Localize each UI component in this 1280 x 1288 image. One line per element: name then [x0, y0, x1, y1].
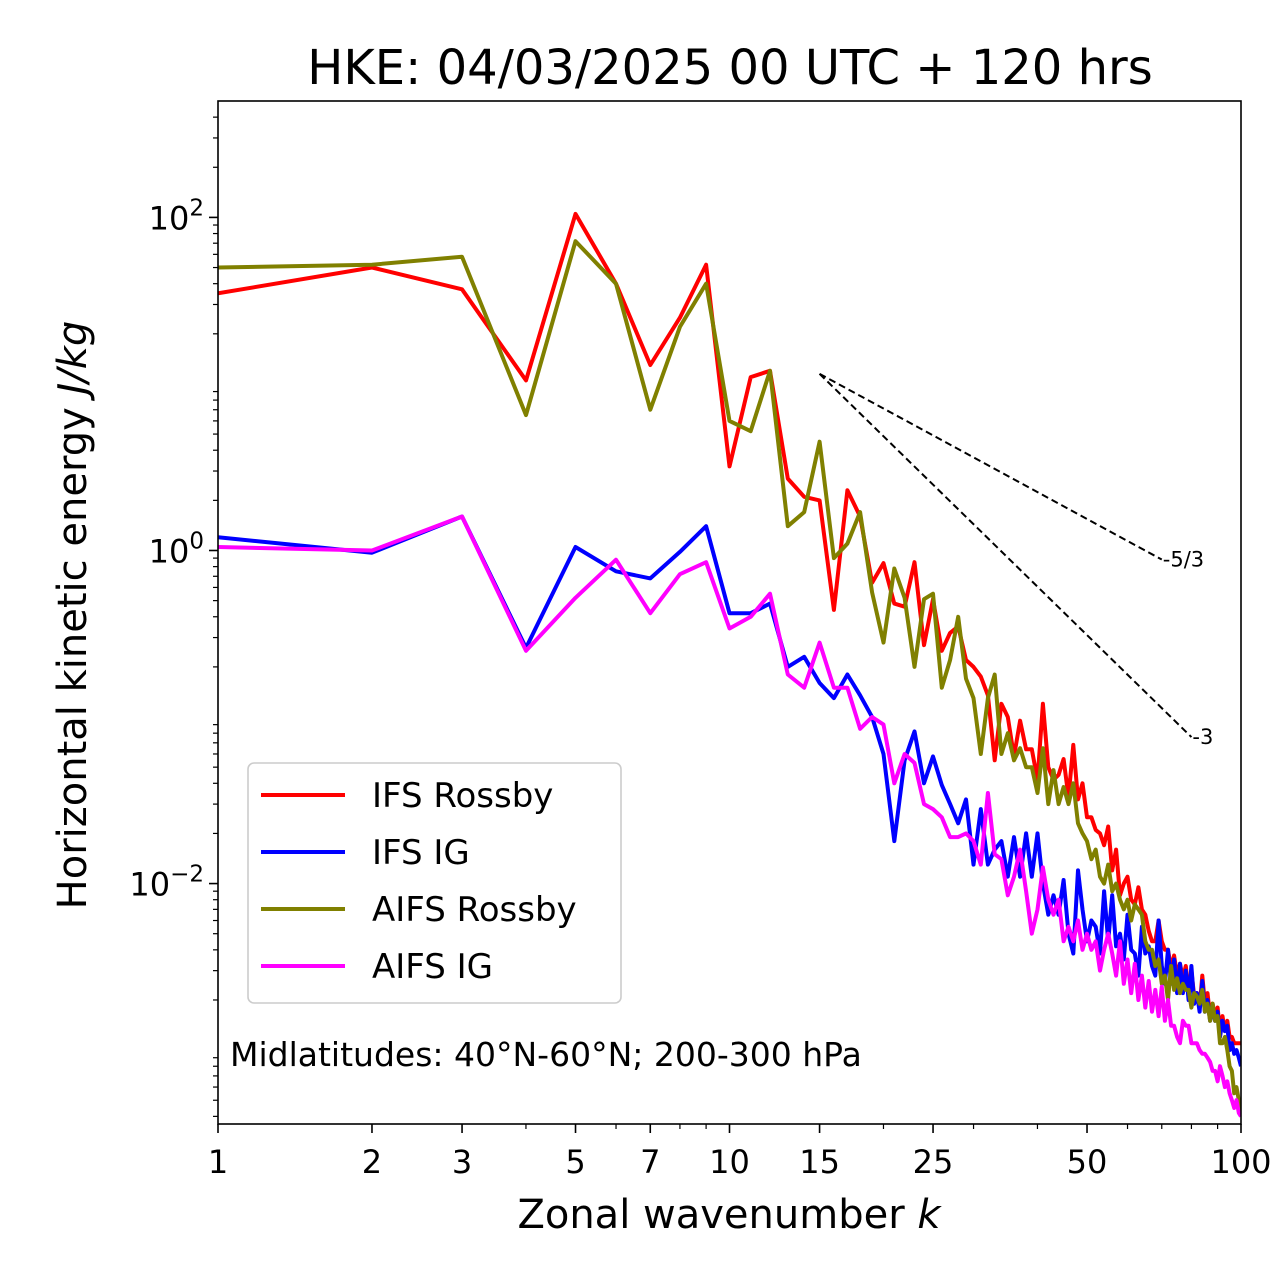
- x-tick-label: 7: [640, 1143, 660, 1181]
- legend-entries: IFS Rossby IFS IG AIFS Rossby AIFS IG: [261, 776, 577, 987]
- y-tick-label: 102: [149, 195, 204, 237]
- legend-box: [247, 762, 622, 1004]
- x-tick-label: 10: [709, 1143, 750, 1181]
- legend-label: AIFS Rossby: [372, 890, 577, 930]
- x-tick-label: 25: [913, 1143, 954, 1181]
- x-tick-label: 3: [452, 1143, 472, 1181]
- x-tick-label: 15: [799, 1143, 840, 1181]
- x-tick-label: 100: [1210, 1143, 1271, 1181]
- legend-label: IFS Rossby: [372, 776, 553, 816]
- y-axis-label-text: Horizontal kinetic energy: [50, 407, 96, 909]
- x-axis-label-text: Zonal wavenumber: [517, 1192, 905, 1238]
- y-axis-label-unit: J/kg: [50, 321, 96, 402]
- series-line-aifs-ig: [218, 514, 1241, 1118]
- x-tick-label: 50: [1067, 1143, 1108, 1181]
- region-annotation: Midlatitudes: 40°N-60°N; 200-300 hPa: [230, 1035, 862, 1074]
- x-tick-label: 1: [208, 1143, 228, 1181]
- series-line-aifs-rossby: [218, 239, 1241, 1117]
- y-minor-ticks: [213, 116, 218, 1117]
- y-tick-label: 100: [149, 528, 204, 570]
- legend-label: IFS IG: [372, 833, 470, 873]
- reference-line-label: -5/3: [1163, 548, 1204, 572]
- chart-title: HKE: 04/03/2025 00 UTC + 120 hrs: [307, 40, 1153, 96]
- y-axis-ticks: 102 100 10−2: [129, 195, 218, 904]
- plot-frame: [217, 100, 1242, 1125]
- reference-line-label: -3: [1192, 725, 1213, 749]
- reference-slope-lines: -5/3 -3: [818, 372, 1213, 749]
- reference-line: [818, 373, 1193, 738]
- x-axis-label: Zonal wavenumber k: [517, 1192, 942, 1238]
- reference-line: [819, 372, 1163, 561]
- x-tick-label: 2: [362, 1143, 382, 1181]
- legend-label: AIFS IG: [372, 947, 493, 987]
- x-tick-label: 5: [565, 1143, 585, 1181]
- x-axis-ticks: 1 2 3 5 7 10 15 25 50 100: [208, 1124, 1272, 1181]
- x-axis-label-variable: k: [917, 1192, 942, 1238]
- y-axis-label: Horizontal kinetic energy J/kg: [50, 321, 96, 910]
- y-tick-label: 10−2: [129, 862, 204, 904]
- legend: IFS Rossby IFS IG AIFS Rossby AIFS IG: [247, 762, 622, 1004]
- series-lines: [218, 211, 1241, 1118]
- x-minor-ticks: [525, 1124, 1219, 1129]
